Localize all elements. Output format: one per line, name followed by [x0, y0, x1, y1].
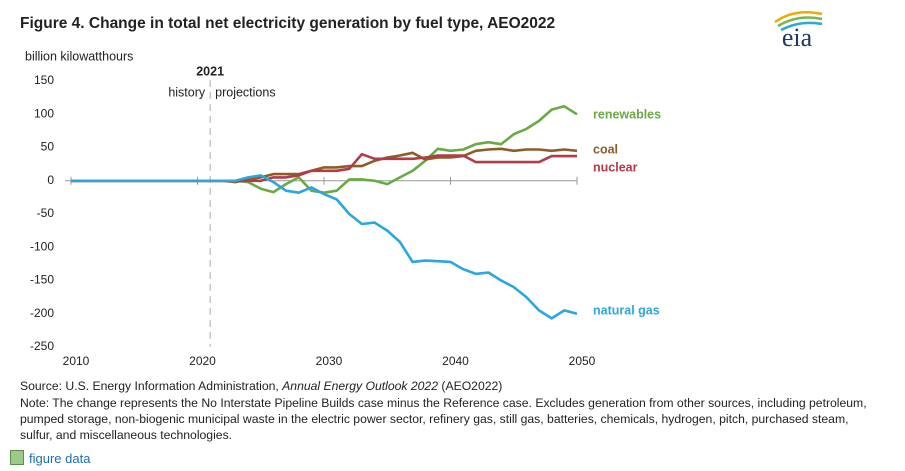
series-label: natural gas [593, 303, 660, 317]
x-tick-label: 2020 [189, 354, 216, 368]
y-tick-label: 100 [34, 106, 54, 120]
source-title: Annual Energy Outlook 2022 [282, 379, 438, 393]
y-axis-label: billion kilowatthours [25, 49, 133, 63]
y-tick-label: 50 [41, 140, 55, 154]
logo: eia [774, 11, 823, 52]
x-tick-label: 2040 [442, 354, 469, 368]
source-text: (AEO2022) [438, 379, 503, 393]
y-tick-label: -50 [37, 206, 55, 220]
logo-arc [777, 16, 823, 28]
series-label: nuclear [593, 160, 638, 174]
x-tick-label: 2050 [569, 354, 596, 368]
y-tick-label: 0 [47, 173, 54, 187]
link-text[interactable]: figure data [29, 451, 91, 466]
link-icon [10, 450, 24, 465]
logo-arc [780, 21, 823, 32]
series-label: renewables [593, 107, 661, 121]
x-tick-label: 2030 [316, 354, 343, 368]
y-tick-label: -200 [30, 306, 54, 320]
logo-arc [774, 11, 823, 24]
series-label: coal [593, 142, 618, 156]
divider-left: history [168, 85, 206, 99]
divider-right: projections [215, 85, 275, 99]
y-tick-label: -100 [30, 239, 54, 253]
y-tick-label: 150 [34, 73, 54, 87]
source-text: Source: U.S. Energy Information Administ… [20, 379, 283, 393]
x-tick-label: 2010 [63, 354, 90, 368]
source: Source: U.S. Energy Information Administ… [20, 378, 870, 394]
chart: Figure 4. Change in total net electricit… [20, 11, 823, 368]
divider-label: 2021 [196, 64, 224, 78]
logo-text: eia [782, 23, 813, 52]
chart-title: Figure 4. Change in total net electricit… [20, 15, 555, 32]
series-line [71, 174, 578, 320]
note: Note: The change represents the No Inter… [20, 396, 867, 442]
y-tick-label: -150 [30, 273, 54, 287]
figure-data-link[interactable]: figure data [10, 450, 90, 466]
y-tick-label: -250 [30, 339, 54, 353]
